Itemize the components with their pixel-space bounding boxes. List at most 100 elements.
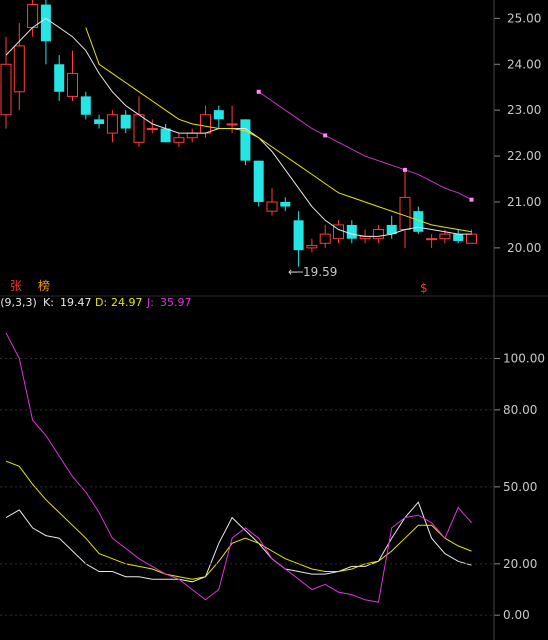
tag-dollar[interactable]: $ bbox=[420, 281, 428, 295]
price-axis: 25.00 24.00 23.00 22.00 21.00 20.00 bbox=[494, 11, 541, 255]
candle bbox=[240, 119, 251, 166]
candle-body bbox=[266, 201, 278, 212]
ma-marker bbox=[403, 167, 407, 172]
moving-average-lines bbox=[5, 17, 474, 237]
candle-body bbox=[426, 238, 438, 241]
candle-body bbox=[413, 211, 424, 232]
candle bbox=[319, 224, 331, 248]
kdj-d-label: D: bbox=[95, 296, 107, 309]
candle bbox=[94, 114, 105, 129]
candle-body bbox=[106, 114, 118, 134]
candle bbox=[213, 105, 224, 129]
candle-body bbox=[0, 63, 12, 116]
candle-body bbox=[386, 224, 397, 235]
candle bbox=[146, 119, 158, 134]
candle-body bbox=[67, 72, 78, 97]
candle-body bbox=[226, 123, 238, 126]
candle-body bbox=[94, 119, 105, 124]
candle-body bbox=[280, 201, 291, 207]
candle-body bbox=[372, 229, 384, 240]
kdj-axis-label: 80.00 bbox=[503, 403, 537, 417]
candle-body bbox=[253, 160, 264, 202]
candle bbox=[80, 91, 91, 120]
candle-body bbox=[80, 96, 91, 115]
low-marker-arrow: ← bbox=[288, 265, 298, 279]
price-panel: 25.00 24.00 23.00 22.00 21.00 20.00 ← 19.59 张… bbox=[0, 0, 541, 295]
candle bbox=[67, 50, 78, 101]
candle-body bbox=[54, 64, 65, 92]
ma-line-magenta bbox=[258, 91, 472, 201]
kdj-axis-label: 100.00 bbox=[503, 352, 545, 366]
candle-body bbox=[173, 137, 185, 143]
candle-body bbox=[40, 4, 51, 42]
candle bbox=[333, 220, 344, 244]
kdj-axis-label: 20.00 bbox=[503, 557, 537, 571]
candle-body bbox=[240, 119, 251, 161]
kdj-panel: 100.00 80.00 50.00 20.00 0.00 bbox=[0, 332, 545, 622]
candle-body bbox=[453, 234, 464, 241]
ma-marker bbox=[323, 133, 328, 138]
ma-line-yellow bbox=[85, 27, 472, 233]
candle bbox=[293, 211, 304, 267]
kdj-axis-label: 50.00 bbox=[503, 480, 537, 494]
candle bbox=[386, 215, 397, 239]
candle bbox=[173, 133, 185, 147]
candle-body bbox=[213, 110, 224, 120]
candle bbox=[280, 197, 291, 212]
candle-body bbox=[293, 220, 304, 251]
price-axis-label: 20.00 bbox=[507, 241, 541, 255]
price-axis-label: 23.00 bbox=[507, 103, 541, 117]
candle-body bbox=[13, 45, 25, 93]
kdj-name: J(9,3,3) bbox=[0, 296, 37, 309]
tag-bang[interactable]: 榜 bbox=[38, 278, 50, 293]
low-price-marker: ← 19.59 bbox=[288, 265, 337, 279]
ma-marker bbox=[469, 197, 474, 202]
candle-body bbox=[27, 4, 39, 29]
candle bbox=[54, 55, 65, 101]
candle-body bbox=[439, 233, 451, 240]
price-axis-label: 22.00 bbox=[507, 149, 541, 163]
candle bbox=[266, 188, 278, 216]
kdj-d-line bbox=[5, 460, 472, 580]
kdj-j-value: 35.97 bbox=[160, 296, 192, 309]
candle bbox=[0, 36, 12, 129]
kdj-k-line bbox=[5, 501, 472, 583]
candle-body bbox=[146, 128, 158, 131]
kdj-lines bbox=[5, 332, 472, 603]
kdj-j-line bbox=[5, 332, 472, 603]
kdj-d-value: 24.97 bbox=[111, 296, 143, 309]
price-axis-label: 24.00 bbox=[507, 57, 541, 71]
candle bbox=[453, 229, 464, 244]
kdj-header: J(9,3,3) K: 19.47 D: 24.97 J: 35.97 bbox=[0, 296, 192, 309]
kdj-k-label: K: bbox=[43, 296, 54, 309]
candle bbox=[40, 0, 51, 65]
candle-body bbox=[200, 114, 211, 134]
ma-marker bbox=[256, 89, 261, 94]
candle-body bbox=[399, 196, 411, 231]
candle-body bbox=[333, 224, 344, 240]
tag-zhang[interactable]: 张 bbox=[10, 279, 22, 293]
kdj-axis: 100.00 80.00 50.00 20.00 0.00 bbox=[0, 352, 545, 622]
candle-body bbox=[160, 128, 171, 143]
candle-body bbox=[466, 233, 477, 244]
kdj-j-label: J: bbox=[146, 296, 154, 309]
candle bbox=[372, 224, 384, 244]
candle-body bbox=[133, 114, 145, 143]
candle bbox=[306, 238, 318, 253]
price-axis-label: 21.00 bbox=[507, 195, 541, 209]
candle bbox=[13, 22, 25, 111]
candle bbox=[160, 123, 171, 143]
candle-body bbox=[306, 245, 318, 249]
ma-line-white bbox=[5, 17, 472, 237]
candle bbox=[120, 110, 131, 134]
kdj-axis-label: 0.00 bbox=[503, 608, 530, 622]
candle bbox=[346, 220, 357, 244]
kdj-k-value: 19.47 bbox=[60, 296, 92, 309]
candle bbox=[426, 234, 438, 248]
candlestick-series bbox=[0, 0, 477, 267]
candle-body bbox=[120, 114, 131, 129]
price-axis-label: 25.00 bbox=[507, 11, 541, 25]
candle-body bbox=[319, 233, 331, 244]
